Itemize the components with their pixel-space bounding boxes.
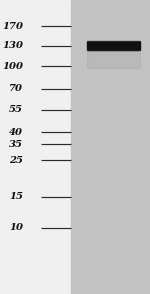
Text: 70: 70: [9, 84, 23, 93]
Bar: [87, 47, 140, 48]
Text: 25: 25: [9, 156, 23, 165]
Text: 10: 10: [9, 223, 23, 232]
Text: 15: 15: [9, 193, 23, 201]
Text: 55: 55: [9, 105, 23, 114]
Bar: [87, 48, 140, 49]
Bar: [87, 49, 140, 50]
Bar: [70, 0, 150, 294]
Bar: [87, 41, 140, 42]
Text: 100: 100: [2, 62, 23, 71]
Bar: [87, 44, 140, 45]
Bar: [87, 50, 140, 68]
Text: 40: 40: [9, 128, 23, 137]
Bar: [87, 46, 140, 47]
Text: 130: 130: [2, 41, 23, 50]
Bar: [0, 0, 70, 294]
Text: 170: 170: [2, 22, 23, 31]
Bar: [87, 43, 140, 44]
Text: 35: 35: [9, 140, 23, 148]
Bar: [87, 42, 140, 43]
Bar: [87, 45, 140, 46]
